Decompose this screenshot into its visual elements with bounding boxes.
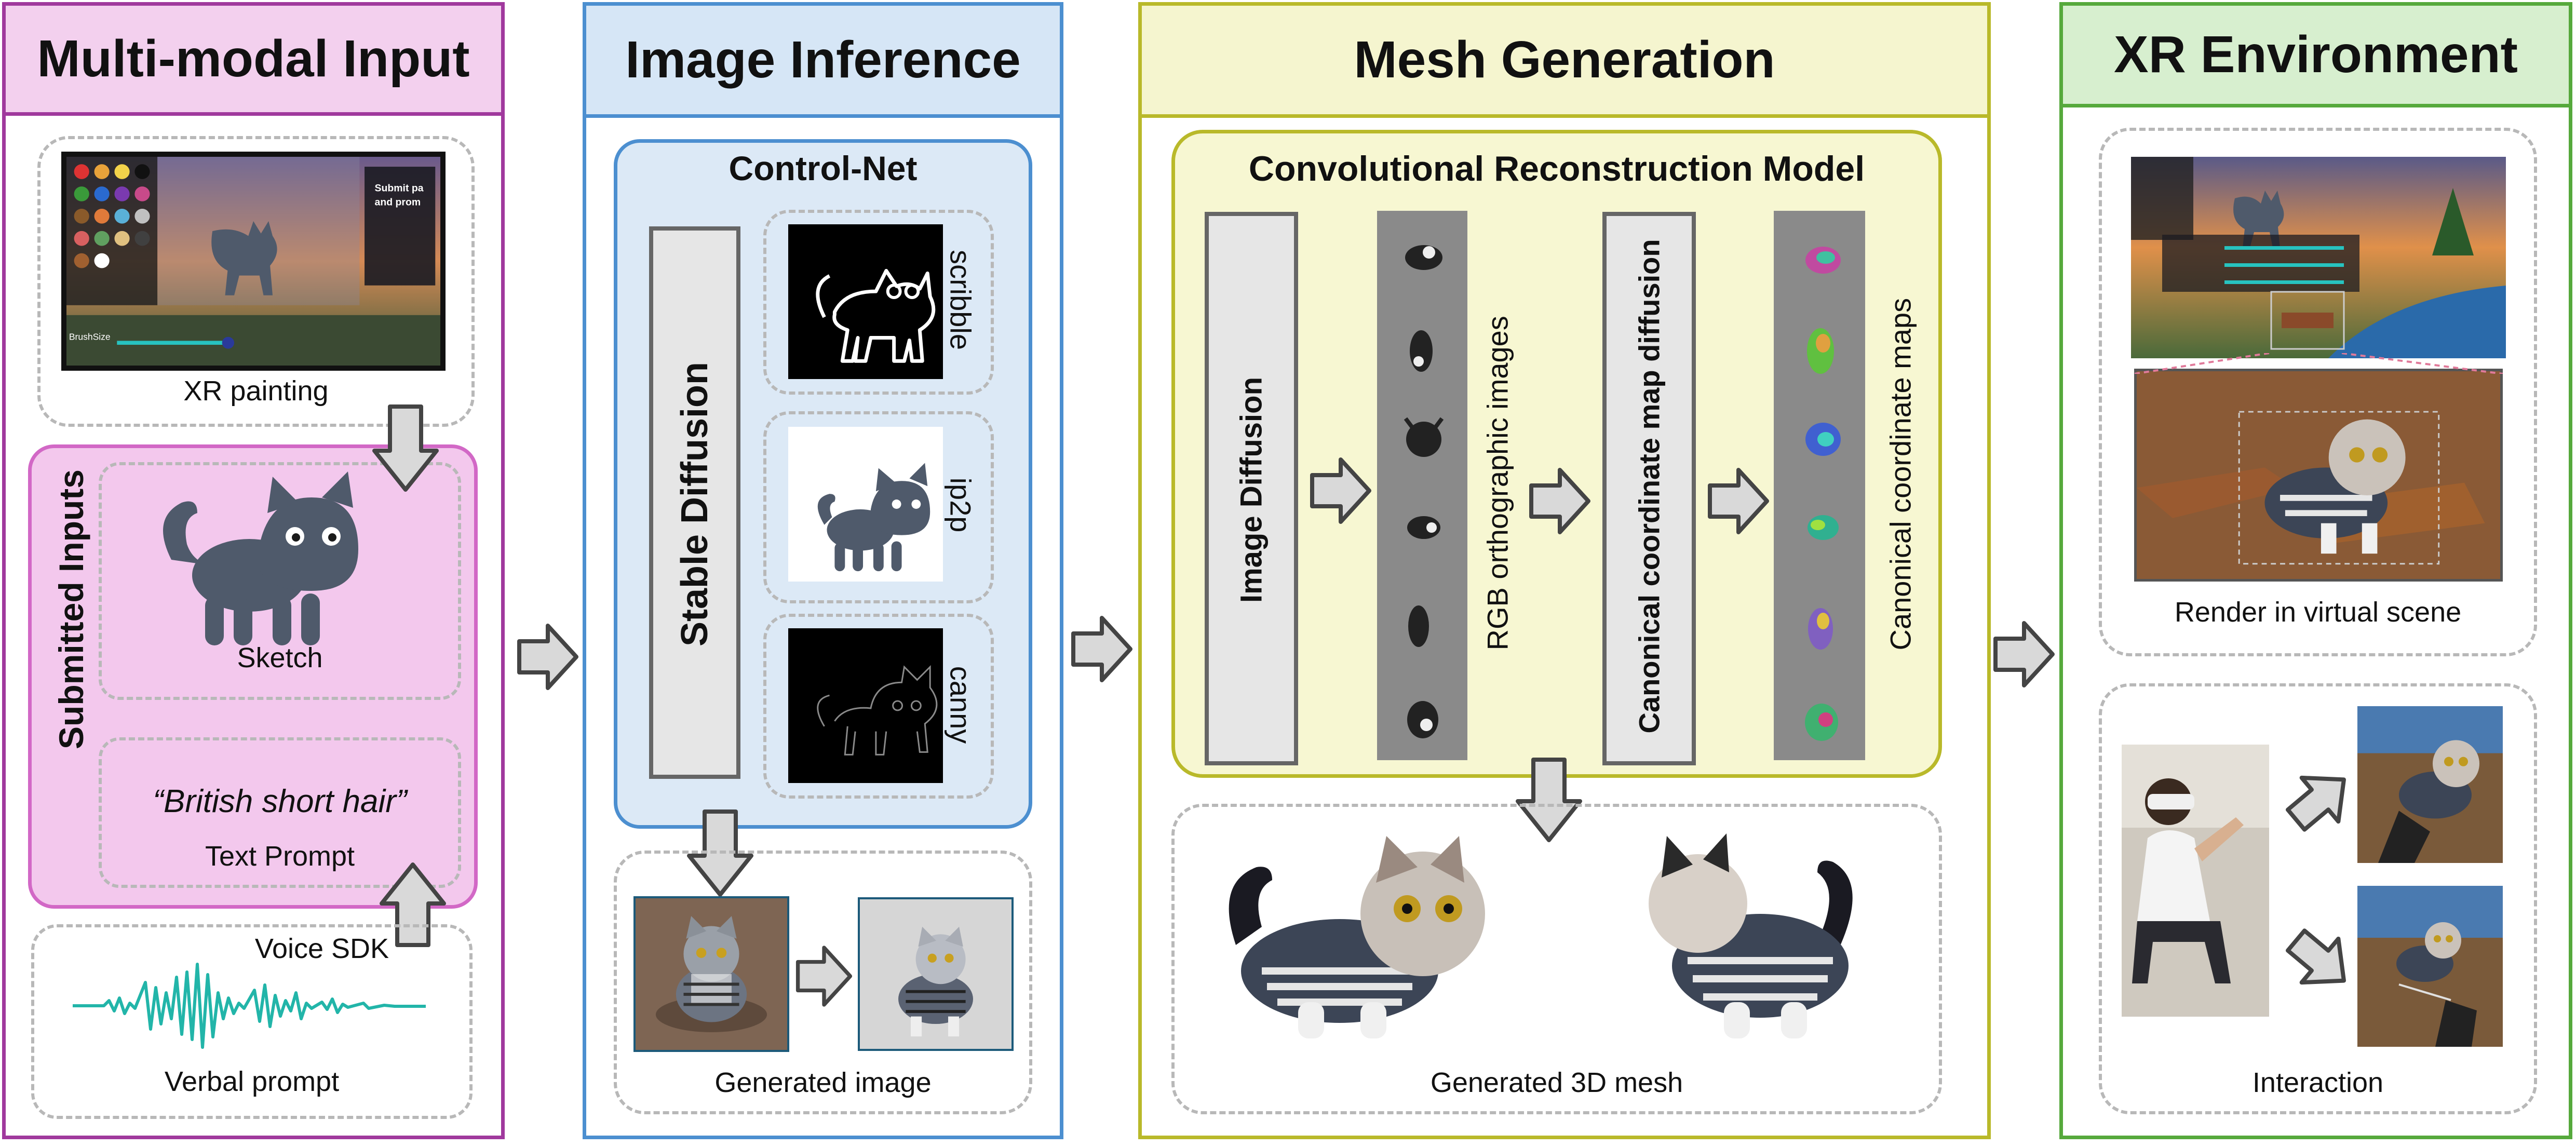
right-arrow-icon (1529, 467, 1591, 535)
mesh-view-1 (1205, 826, 1506, 1044)
right-arrow-icon (1993, 620, 2055, 688)
painting-ui-text-2: and prom (375, 197, 421, 208)
voice-sdk-label: Voice SDK (254, 933, 389, 964)
panel-title: Mesh Generation (1142, 6, 1987, 118)
verbal-prompt-label: Verbal prompt (164, 1066, 340, 1097)
generated-photo-1 (633, 896, 789, 1052)
submitted-inputs-label: Submitted Inputs (52, 469, 90, 749)
canny-image (788, 628, 943, 783)
generated-mesh-box (1171, 804, 1942, 1114)
image-diffusion-block (1205, 212, 1298, 765)
down-arrow-icon (1515, 757, 1583, 843)
panel-multimodal-input: Multi-modal Input (2, 2, 505, 1139)
rgb-orthographic-strip (1377, 211, 1467, 760)
scribble-box (763, 210, 994, 395)
ip2p-image (788, 427, 943, 582)
render-box (2099, 128, 2537, 656)
zoom-connector-lines (2134, 353, 2503, 374)
generated-image-label: Generated image (714, 1067, 932, 1098)
panel-xr-environment: XR Environment (2059, 2, 2572, 1139)
right-arrow-icon (1071, 615, 1133, 683)
image-diffusion-label: Image Diffusion (1234, 376, 1269, 603)
panel-image-inference: Image Inference (583, 2, 1063, 1139)
multimodal-title: Multi-modal Input (37, 30, 470, 88)
render-scene-zoom (2134, 369, 2503, 582)
ip2p-box (763, 411, 994, 603)
ccm-diffusion-block (1602, 212, 1696, 765)
sketch-cat (156, 471, 363, 648)
interaction-label: Interaction (2252, 1067, 2384, 1098)
canny-box (763, 614, 994, 799)
image-inference-title: Image Inference (625, 31, 1021, 89)
panel-title: Multi-modal Input (6, 6, 501, 116)
xr-environment-title: XR Environment (2114, 25, 2518, 84)
generated-photo-2 (858, 897, 1014, 1051)
xr-painting-label: XR painting (183, 375, 329, 407)
panel-title: XR Environment (2063, 6, 2569, 107)
painting-ui-text-1: Submit pa (375, 183, 424, 194)
right-arrow-icon (1707, 467, 1770, 535)
stable-diffusion-block (649, 226, 740, 779)
submitted-inputs-box (28, 444, 478, 909)
sketch-box (99, 462, 461, 700)
ccm-label: Canonical coordinate maps (1884, 298, 1917, 651)
up-right-arrow-icon (2284, 763, 2356, 836)
right-arrow-icon (795, 945, 853, 1007)
scribble-label: scribble (944, 250, 977, 350)
right-arrow-icon (1310, 457, 1372, 524)
panel-mesh-generation: Mesh Generation (1138, 2, 1991, 1139)
panel-title: Image Inference (586, 6, 1060, 118)
ccm-strip (1774, 211, 1865, 760)
rgb-orthographic-label: RGB orthographic images (1481, 316, 1514, 651)
interaction-box (2099, 683, 2537, 1114)
mesh-generation-title: Mesh Generation (1354, 31, 1775, 89)
ccm-diffusion-label: Canonical coordinate map diffusion (1633, 239, 1666, 734)
crm-label: Convolutional Reconstruction Model (1248, 149, 1865, 188)
sketch-label: Sketch (237, 642, 323, 673)
right-arrow-icon (517, 623, 579, 691)
generated-mesh-label: Generated 3D mesh (1430, 1067, 1683, 1098)
generated-image-box (614, 851, 1032, 1114)
xr-painting-screenshot: Submit pa and prom BrushSize (61, 152, 446, 371)
interaction-view-2 (2357, 886, 2503, 1047)
down-arrow-icon (372, 404, 439, 492)
canny-label: canny (944, 666, 977, 744)
brush-size-text: BrushSize (69, 332, 111, 342)
text-prompt-box (99, 737, 461, 888)
text-prompt-quote: “British short hair” (153, 784, 407, 819)
waveform-icon (73, 962, 426, 1050)
controlnet-label: Control-Net (729, 149, 918, 187)
render-label: Render in virtual scene (2174, 597, 2462, 628)
interaction-user-photo (2122, 745, 2269, 1017)
scribble-image (788, 224, 943, 379)
text-prompt-label: Text Prompt (205, 841, 355, 872)
interaction-view-1 (2357, 706, 2503, 863)
verbal-prompt-box (31, 924, 473, 1119)
mesh-view-2 (1641, 826, 1890, 1044)
stable-diffusion-label: Stable Diffusion (674, 362, 716, 647)
render-scene-top (2131, 157, 2506, 358)
xr-painting-box (37, 136, 475, 427)
ip2p-label: ip2p (944, 477, 977, 533)
down-right-arrow-icon (2284, 924, 2356, 997)
